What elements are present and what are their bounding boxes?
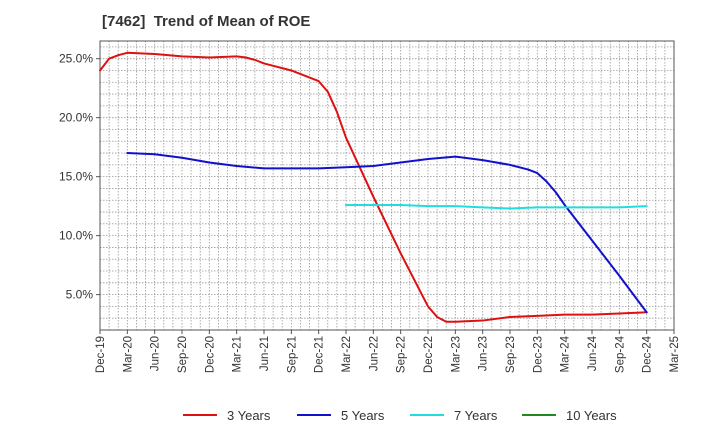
legend-label: 5 Years <box>341 407 385 423</box>
legend-item-10-years: 10 Years <box>522 405 617 425</box>
series-line-3-years <box>99 51 648 323</box>
x-tick-label: Jun-24 <box>587 335 599 371</box>
x-axis: Dec-19 Mar-20 Jun-20 Sep-20 Dec-20 Mar-21 Jun-… <box>95 330 681 373</box>
y-tick-label: 5.0% <box>66 288 94 302</box>
x-tick-label: Dec-21 <box>314 336 326 373</box>
y-tick-label: 20.0% <box>59 111 93 125</box>
x-tick-label: Mar-22 <box>341 336 353 372</box>
x-tick-label: Dec-19 <box>95 336 107 373</box>
legend: 3 Years 5 Years 7 Years 10 Years <box>0 405 720 427</box>
y-axis: 5.0% 10.0% 15.0% 20.0% 25.0% <box>59 52 100 302</box>
x-tick-label: Dec-22 <box>423 336 435 373</box>
x-tick-label: Sep-20 <box>177 336 189 373</box>
series-line-5-years <box>126 152 648 314</box>
legend-label: 3 Years <box>227 407 271 423</box>
x-tick-label: Dec-20 <box>204 336 216 373</box>
chart-title: [7462] Trend of Mean of ROE <box>102 13 311 30</box>
legend-swatch <box>522 414 556 416</box>
x-tick-label: Dec-24 <box>642 335 654 373</box>
series-line-7-years <box>345 203 648 210</box>
legend-label: 10 Years <box>566 407 617 423</box>
x-tick-label: Sep-23 <box>505 336 517 373</box>
x-tick-label: Mar-21 <box>232 336 244 372</box>
y-tick-label: 25.0% <box>59 52 93 66</box>
legend-item-3-years: 3 Years <box>183 405 270 425</box>
x-tick-label: Mar-23 <box>450 336 462 372</box>
x-tick-label: Mar-24 <box>560 335 572 372</box>
y-tick-label: 15.0% <box>59 170 93 184</box>
x-tick-label: Mar-20 <box>122 336 134 372</box>
x-tick-label: Jun-22 <box>368 336 380 371</box>
series-lines <box>99 51 648 323</box>
legend-swatch <box>183 414 217 416</box>
x-tick-label: Jun-23 <box>478 336 490 371</box>
x-tick-label: Mar-25 <box>669 336 681 372</box>
legend-label: 7 Years <box>454 407 498 423</box>
x-tick-label: Sep-22 <box>396 336 408 373</box>
x-tick-label: Jun-21 <box>259 336 271 371</box>
x-tick-label: Sep-24 <box>614 335 626 373</box>
x-tick-label: Jun-20 <box>150 336 162 371</box>
legend-item-7-years: 7 Years <box>410 405 497 425</box>
y-tick-label: 10.0% <box>59 229 93 243</box>
legend-swatch <box>297 414 331 416</box>
x-tick-label: Dec-23 <box>532 336 544 373</box>
line-chart: 5.0% 10.0% 15.0% 20.0% 25.0% Dec-19 Mar-20 Jun… <box>59 40 681 373</box>
x-tick-label: Sep-21 <box>286 336 298 373</box>
legend-swatch <box>410 414 444 416</box>
plot-area <box>99 40 675 331</box>
grid <box>100 41 674 331</box>
legend-item-5-years: 5 Years <box>297 405 384 425</box>
